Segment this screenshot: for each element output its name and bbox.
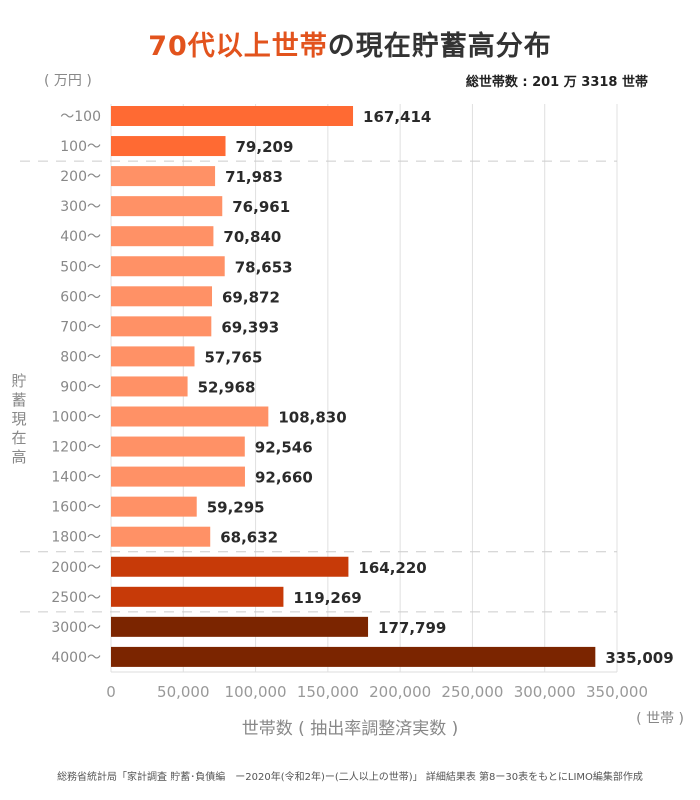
x-tick-label: 250,000 bbox=[441, 683, 503, 701]
bar bbox=[111, 406, 269, 427]
total-households: 総世帯数 : 201 万 3318 世帯 bbox=[465, 75, 648, 90]
bar bbox=[111, 226, 214, 247]
bar bbox=[111, 556, 349, 577]
x-unit-label: ( 世帯 ) bbox=[636, 711, 684, 727]
bar bbox=[111, 346, 195, 367]
x-tick-label: 350,000 bbox=[586, 683, 648, 701]
data-label: 167,414 bbox=[363, 108, 431, 126]
bar bbox=[111, 526, 211, 547]
data-label: 69,872 bbox=[222, 288, 280, 306]
y-tick-label: 1800～ bbox=[51, 530, 101, 546]
y-tick-label: 700～ bbox=[60, 319, 101, 335]
x-tick-label: 100,000 bbox=[225, 683, 287, 701]
bar bbox=[111, 196, 223, 217]
bar bbox=[111, 256, 225, 277]
bar bbox=[111, 436, 245, 457]
y-tick-label: 100～ bbox=[60, 139, 101, 155]
bar bbox=[111, 586, 284, 607]
y-unit-label: ( 万円 ) bbox=[44, 73, 92, 89]
bar bbox=[111, 646, 596, 667]
data-label: 92,546 bbox=[255, 439, 313, 457]
data-label: 69,393 bbox=[221, 318, 279, 336]
y-tick-label: 4000～ bbox=[51, 650, 101, 666]
data-label: 57,765 bbox=[205, 348, 263, 366]
chart-title: 70代以上世帯の現在貯蓄高分布 bbox=[148, 31, 552, 62]
y-tick-label: 1000～ bbox=[51, 410, 101, 426]
data-label: 108,830 bbox=[278, 409, 346, 427]
y-tick-label: 1400～ bbox=[51, 470, 101, 486]
y-tick-label: 300～ bbox=[60, 199, 101, 215]
data-label: 335,009 bbox=[605, 649, 673, 667]
bar bbox=[111, 136, 226, 157]
data-label: 71,983 bbox=[225, 168, 283, 186]
y-tick-label: 400～ bbox=[60, 229, 101, 245]
x-axis-label: 世帯数 ( 抽出率調整済実数 ) bbox=[241, 719, 459, 739]
data-label: 78,653 bbox=[235, 258, 293, 276]
data-label: 119,269 bbox=[293, 589, 361, 607]
data-label: 52,968 bbox=[198, 378, 256, 396]
data-label: 68,632 bbox=[220, 529, 278, 547]
bar bbox=[111, 376, 188, 397]
y-tick-label: 500～ bbox=[60, 259, 101, 275]
y-tick-label: 1600～ bbox=[51, 500, 101, 516]
x-tick-label: 200,000 bbox=[369, 683, 431, 701]
bar bbox=[111, 466, 245, 487]
bar bbox=[111, 616, 369, 637]
data-label: 70,840 bbox=[223, 228, 281, 246]
source-note: 総務省統計局「家計調査 貯蓄･負債編 ー2020年(令和2年)ー(二人以上の世帯… bbox=[57, 772, 643, 783]
y-tick-label: 800～ bbox=[60, 349, 101, 365]
y-axis-label: 貯蓄現在高 bbox=[11, 372, 27, 466]
data-label: 164,220 bbox=[358, 559, 426, 577]
data-label: 76,961 bbox=[232, 198, 290, 216]
y-tick-label: 900～ bbox=[60, 379, 101, 395]
y-tick-label: 2000～ bbox=[51, 560, 101, 576]
data-label: 79,209 bbox=[236, 138, 294, 156]
bar bbox=[111, 106, 354, 126]
y-tick-label: ～100 bbox=[60, 109, 101, 125]
data-label: 59,295 bbox=[207, 499, 265, 517]
y-tick-label: 3000～ bbox=[51, 620, 101, 636]
y-tick-label: 600～ bbox=[60, 289, 101, 305]
bar bbox=[111, 286, 213, 307]
y-tick-label: 200～ bbox=[60, 169, 101, 185]
x-tick-label: 150,000 bbox=[297, 683, 359, 701]
data-label: 177,799 bbox=[378, 619, 446, 637]
x-tick-label: 50,000 bbox=[157, 683, 210, 701]
bar bbox=[111, 496, 197, 517]
bar bbox=[111, 316, 212, 337]
x-tick-label: 300,000 bbox=[514, 683, 576, 701]
bar bbox=[111, 166, 216, 187]
y-tick-label: 2500～ bbox=[51, 590, 101, 606]
data-label: 92,660 bbox=[255, 469, 313, 487]
y-tick-label: 1200～ bbox=[51, 440, 101, 456]
x-tick-label: 0 bbox=[106, 683, 116, 701]
